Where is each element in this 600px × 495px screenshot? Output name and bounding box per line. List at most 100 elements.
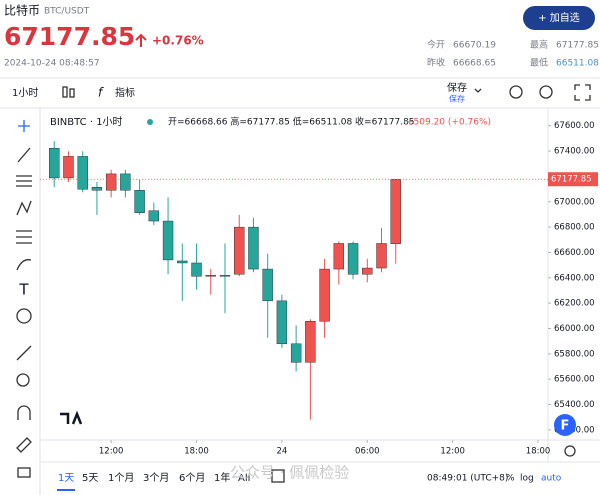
candle-body (362, 267, 373, 275)
y-tick-label: 66400.00 (554, 273, 595, 283)
x-tick-label: 24 (276, 447, 287, 457)
percent-toggle[interactable]: % (506, 474, 515, 484)
range-button[interactable]: 1个月 (108, 472, 134, 484)
ruler-tool[interactable] (16, 345, 32, 361)
text-tool[interactable]: T (18, 281, 29, 299)
log-toggle[interactable]: log (520, 474, 534, 484)
candle-body (333, 243, 345, 270)
line-tool[interactable] (17, 147, 31, 163)
candle-body (319, 268, 330, 322)
range-button[interactable]: 1天 (58, 473, 74, 484)
pair: BTC/USDT (44, 7, 90, 17)
range-button[interactable]: All (238, 473, 250, 484)
candle-body (276, 300, 288, 345)
candle-body (91, 186, 103, 191)
y-tick-label: 67600.00 (554, 121, 595, 131)
save-sub[interactable]: 保存 (449, 94, 465, 104)
clock: 08:49:01 (UTC+8) (427, 474, 508, 484)
legend-symbol: BINBTC · 1小时 (50, 116, 123, 128)
stat-value: 67177.85 (556, 41, 599, 51)
fib-tool[interactable] (16, 175, 32, 187)
interval[interactable]: 1小时 (12, 87, 38, 99)
x-tick-label: 18:00 (184, 447, 209, 457)
stat-value: 66511.08 (556, 59, 599, 69)
settings-icon[interactable] (539, 85, 553, 99)
coin-name: 比特币 (4, 3, 40, 18)
legend-ohlc: 开=66668.66 高=67177.85 低=66511.08 收=67177… (168, 116, 415, 128)
magnet-tool[interactable] (17, 405, 31, 420)
candle-body (77, 156, 88, 190)
stat-label: 最高 (530, 39, 548, 51)
y-tick-label: 66000.00 (554, 324, 595, 334)
f-badge-label[interactable]: F (561, 419, 570, 434)
candle-body (191, 262, 202, 277)
auto-toggle[interactable]: auto (541, 474, 562, 484)
save[interactable]: 保存 (447, 81, 467, 94)
save-caret[interactable] (474, 88, 482, 93)
candle-body (120, 173, 131, 191)
candle-body (148, 210, 160, 222)
lock-draw-tool[interactable] (16, 437, 32, 453)
crosshair-tool[interactable] (18, 120, 30, 132)
candle-body (248, 226, 259, 270)
candle-body (305, 321, 316, 363)
up-arrow (135, 33, 147, 47)
candle-icon[interactable] (62, 86, 75, 98)
zoom-tool[interactable] (16, 373, 30, 387)
stat-value: 66670.19 (453, 41, 496, 51)
indicators[interactable]: 指标 (115, 86, 135, 99)
y-tick-label: 65600.00 (554, 375, 595, 385)
lock-tool[interactable] (17, 467, 31, 478)
legend-dot (147, 119, 153, 125)
stat-label: 今开 (427, 39, 445, 51)
range-button[interactable]: 5天 (82, 473, 98, 484)
pattern-tool[interactable] (16, 200, 32, 216)
change: +0.76% (152, 34, 204, 48)
axis-settings[interactable] (564, 445, 576, 457)
fullscreen-icon[interactable] (574, 84, 591, 101)
alert-icon[interactable] (509, 85, 523, 99)
price: 67177.85 (4, 22, 135, 51)
x-tick-label: 12:00 (99, 447, 124, 457)
brush-tool[interactable] (16, 259, 32, 271)
candle-body (177, 260, 188, 264)
range-button[interactable]: 6个月 (179, 472, 205, 484)
candle-body (262, 268, 273, 302)
candle-body (205, 275, 216, 277)
projection-tool[interactable] (16, 230, 32, 244)
f-badge[interactable] (554, 414, 576, 436)
last-price-tag (548, 172, 598, 187)
range-button[interactable]: 3个月 (143, 472, 169, 484)
stat-value: 66668.65 (453, 59, 496, 69)
date-range-icon[interactable] (271, 469, 285, 483)
x-tick-label: 12:00 (440, 447, 465, 457)
range-button[interactable]: 1年 (214, 471, 230, 484)
y-tick-label: 67400.00 (554, 147, 595, 157)
watchlist-button[interactable] (523, 6, 595, 30)
watermark: 公众号 · 佩佩检验 (230, 464, 349, 482)
drawing-tools: T (16, 120, 32, 478)
stat-label: 最低 (530, 57, 548, 69)
watchlist-button-label[interactable]: + 加自选 (538, 11, 580, 24)
y-tick-label: 66800.00 (554, 223, 595, 233)
candle-body (234, 226, 245, 275)
candle-body (219, 275, 231, 277)
y-tick-label: 66200.00 (554, 299, 595, 309)
fx-icon[interactable]: f (98, 86, 104, 100)
datetime: 2024-10-24 08:48:57 (4, 59, 100, 69)
candle-body (49, 148, 60, 179)
y-tick-label: 66600.00 (554, 248, 595, 258)
legend-change: +509.20 (+0.76%) (406, 118, 491, 128)
last-price-label: 67177.85 (551, 175, 592, 185)
tv-logo (60, 410, 83, 425)
emoji-tool[interactable] (16, 308, 32, 324)
x-tick-label: 18:00 (526, 447, 551, 457)
candle-body (347, 243, 359, 275)
candle-body (105, 173, 117, 191)
y-tick-label: 67000.00 (554, 197, 595, 207)
candle-body (376, 243, 387, 269)
candle-body (390, 179, 401, 244)
y-tick-label: 65800.00 (554, 349, 595, 359)
candle-body (63, 156, 74, 179)
